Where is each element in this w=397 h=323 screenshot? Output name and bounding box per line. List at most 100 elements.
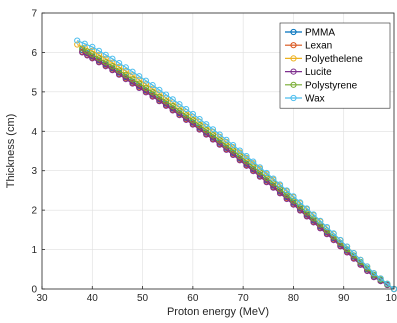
data-point <box>149 89 156 96</box>
data-point <box>142 81 150 88</box>
data-point <box>317 217 324 224</box>
data-point <box>243 162 250 169</box>
legend-label: Wax <box>305 94 325 105</box>
data-point <box>303 209 310 216</box>
data-point <box>129 76 136 83</box>
data-point <box>162 91 170 98</box>
data-point <box>176 107 183 114</box>
data-point <box>223 136 230 143</box>
data-point <box>283 191 290 198</box>
legend-item: Lexan <box>285 41 332 52</box>
data-point <box>95 55 103 62</box>
legend-item: Lucite <box>285 67 332 78</box>
y-axis: 0 1 2 3 4 5 6 7 <box>31 9 45 296</box>
y-tick-label: 3 <box>31 166 37 177</box>
y-tick-label: 4 <box>31 127 37 138</box>
x-tick-label: 30 <box>36 293 48 304</box>
y-tick-label: 2 <box>31 206 37 217</box>
data-point <box>169 102 176 110</box>
data-point <box>290 193 297 200</box>
x-tick-label: 100 <box>386 293 397 304</box>
series-line <box>76 40 395 290</box>
data-point <box>156 90 163 97</box>
data-point <box>109 55 116 62</box>
data-point <box>183 116 190 123</box>
data-point <box>149 93 156 100</box>
data-point <box>263 179 270 186</box>
data-point <box>136 84 143 92</box>
legend-item: Wax <box>285 94 325 105</box>
data-point <box>216 141 223 148</box>
y-tick-label: 0 <box>31 285 37 296</box>
data-point <box>156 93 163 100</box>
data-point <box>156 86 163 93</box>
data-point <box>243 153 250 160</box>
data-point <box>142 84 150 92</box>
data-point <box>84 48 91 55</box>
data-point <box>209 132 217 139</box>
legend-label: Lexan <box>305 41 332 52</box>
legend-item: Polystyrene <box>285 80 358 91</box>
data-point <box>79 45 86 52</box>
y-tick-label: 6 <box>31 48 37 59</box>
legend-marker <box>290 28 297 36</box>
data-point <box>109 63 116 70</box>
data-point <box>236 147 243 154</box>
data-point <box>263 169 270 177</box>
data-point <box>330 230 337 237</box>
data-point <box>102 59 109 66</box>
x-tick-label: 60 <box>187 293 199 304</box>
series-layer <box>74 37 397 293</box>
y-axis-label: Thickness (cm) <box>5 114 17 189</box>
data-point <box>317 221 324 228</box>
data-point <box>129 72 136 79</box>
legend-box <box>279 22 391 109</box>
data-point <box>189 117 196 124</box>
data-point <box>109 59 116 66</box>
data-point <box>323 231 331 238</box>
data-point <box>364 263 371 270</box>
legend-marker <box>290 94 297 102</box>
data-point <box>276 190 284 197</box>
data-point <box>229 141 237 149</box>
data-point <box>95 47 103 54</box>
data-point <box>183 112 190 119</box>
data-point <box>89 51 96 58</box>
data-point <box>317 225 324 232</box>
data-point <box>297 203 304 210</box>
legend-label: Polystyrene <box>305 80 358 91</box>
data-point <box>250 168 257 175</box>
data-point <box>116 63 123 70</box>
data-point <box>122 64 129 71</box>
data-point <box>102 63 109 70</box>
x-tick-label: 40 <box>87 293 99 304</box>
data-point <box>129 80 136 87</box>
data-point <box>384 280 391 287</box>
data-point <box>74 37 81 44</box>
data-point <box>136 76 143 83</box>
data-point <box>303 213 310 220</box>
data-point <box>290 201 297 208</box>
x-tick-label: 80 <box>288 293 300 304</box>
data-point <box>283 195 290 203</box>
data-point <box>109 67 116 74</box>
data-point <box>176 112 183 119</box>
data-point <box>223 146 230 153</box>
series-line <box>81 51 395 290</box>
legend-label: PMMA <box>305 28 335 39</box>
data-point <box>136 80 143 87</box>
data-point <box>297 207 304 214</box>
data-point <box>95 59 103 66</box>
data-point <box>81 40 88 47</box>
legend-label: Polyethelene <box>305 54 363 65</box>
data-point <box>250 158 257 165</box>
y-tick-label: 1 <box>31 245 37 256</box>
x-tick-label: 70 <box>238 293 250 304</box>
data-point <box>357 256 364 263</box>
data-point <box>122 76 129 83</box>
data-point <box>169 96 176 103</box>
data-point <box>116 59 123 67</box>
data-point <box>122 71 129 79</box>
legend-item: Polyethelene <box>285 54 363 65</box>
data-point <box>236 157 243 164</box>
